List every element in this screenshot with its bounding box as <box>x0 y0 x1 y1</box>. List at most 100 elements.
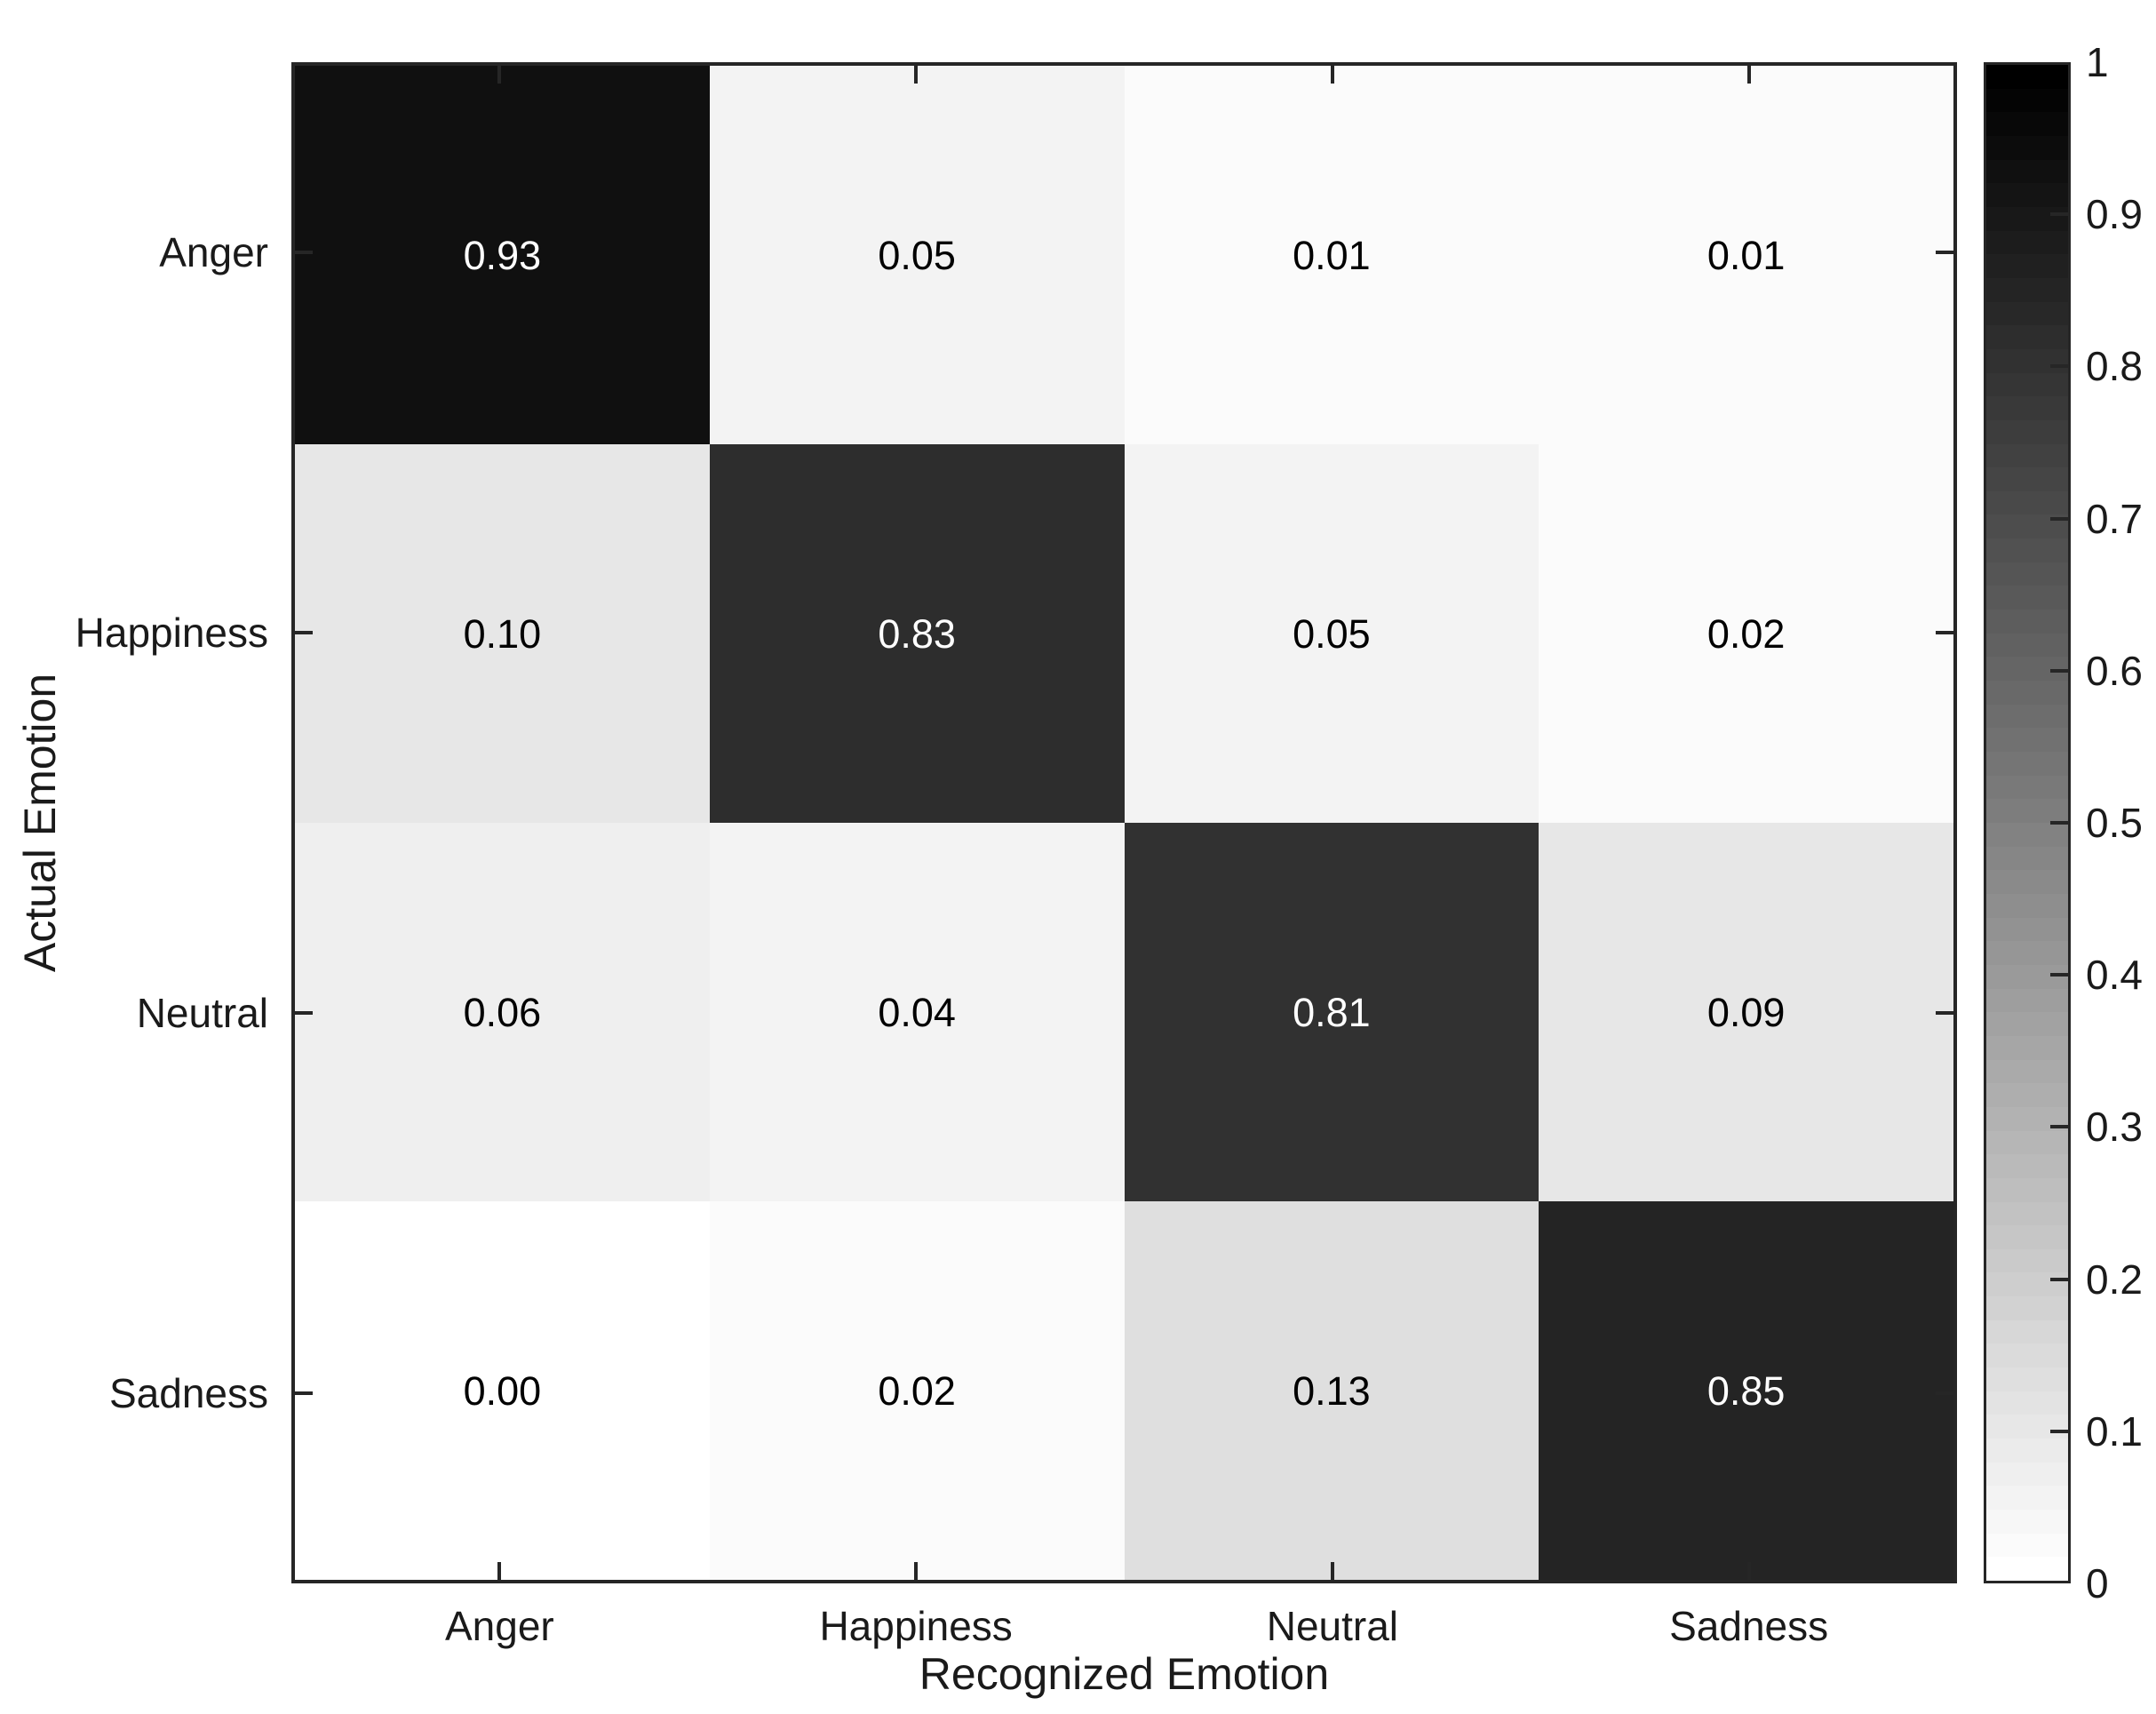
colorbar-step <box>1986 893 2068 918</box>
colorbar-step <box>1986 1225 2068 1249</box>
x-tick-label: Neutral <box>1266 1603 1399 1649</box>
cell-value: 0.93 <box>463 232 542 278</box>
colorbar-step <box>1986 88 2068 113</box>
heatmap-cell: 0.09 <box>1539 823 1953 1201</box>
colorbar-tick <box>2050 516 2068 521</box>
colorbar-step <box>1986 1367 2068 1391</box>
cell-value: 0.05 <box>1293 610 1371 657</box>
colorbar-tick-label: 0.7 <box>2086 495 2143 542</box>
heatmap-cell: 0.00 <box>295 1201 710 1580</box>
colorbar-step <box>1986 301 2068 326</box>
colorbar-step <box>1986 277 2068 302</box>
colorbar-step <box>1986 112 2068 136</box>
y-tick-label: Happiness <box>75 610 268 656</box>
colorbar-step <box>1986 348 2068 373</box>
heatmap-cell: 0.02 <box>709 1201 1125 1580</box>
colorbar-step <box>1986 1177 2068 1202</box>
cell-value: 0.01 <box>1707 232 1786 278</box>
heatmap-cell: 0.04 <box>709 823 1125 1201</box>
colorbar-step <box>1986 490 2068 515</box>
colorbar-tick-label: 0.4 <box>2086 952 2143 999</box>
colorbar-step <box>1986 443 2068 468</box>
heatmap-cell: 0.93 <box>295 66 710 444</box>
colorbar-step <box>1986 870 2068 894</box>
colorbar-step <box>1986 1248 2068 1273</box>
heatmap-cell: 0.01 <box>1539 66 1953 444</box>
axis-tick <box>295 1391 313 1395</box>
heatmap-cell: 0.81 <box>1124 823 1539 1201</box>
y-axis-title: Actual Emotion <box>15 673 65 973</box>
x-tick-label: Happiness <box>819 1603 1013 1649</box>
colorbar-step <box>1986 586 2068 610</box>
axis-tick <box>497 1562 502 1580</box>
colorbar-step <box>1986 1059 2068 1084</box>
colorbar-step <box>1986 681 2068 705</box>
colorbar-step <box>1986 325 2068 349</box>
colorbar-tick <box>2050 1125 2068 1129</box>
colorbar-step <box>1986 1415 2068 1439</box>
colorbar-step <box>1986 752 2068 776</box>
axis-tick <box>295 1011 313 1015</box>
colorbar <box>1984 62 2071 1583</box>
heatmap-cell: 0.01 <box>1124 66 1539 444</box>
cell-value: 0.13 <box>1293 1367 1371 1414</box>
heatmap-cell: 0.85 <box>1539 1201 1953 1580</box>
cell-value: 0.85 <box>1707 1367 1786 1414</box>
colorbar-step <box>1986 941 2068 965</box>
heatmap-cell: 0.83 <box>709 444 1125 823</box>
colorbar-step <box>1986 1296 2068 1320</box>
x-axis-title: Recognized Emotion <box>919 1649 1330 1699</box>
colorbar-step <box>1986 159 2068 184</box>
axis-tick <box>1936 251 1953 254</box>
axis-tick <box>914 66 919 84</box>
colorbar-tick <box>2050 212 2068 217</box>
colorbar-step <box>1986 1272 2068 1297</box>
axis-tick <box>1330 66 1334 84</box>
axis-tick <box>1746 66 1751 84</box>
colorbar-step <box>1986 183 2068 207</box>
colorbar-tick-label: 0.2 <box>2086 1256 2143 1303</box>
colorbar-tick-label: 0.5 <box>2086 800 2143 846</box>
colorbar-tick-label: 0.6 <box>2086 647 2143 694</box>
colorbar-step <box>1986 562 2068 586</box>
colorbar-step <box>1986 206 2068 231</box>
cell-value: 0.02 <box>1707 610 1786 657</box>
colorbar-tick-label: 0.3 <box>2086 1104 2143 1151</box>
colorbar-tick <box>2050 1277 2068 1281</box>
cell-value: 0.06 <box>463 989 542 1035</box>
cell-value: 0.01 <box>1293 232 1371 278</box>
axis-tick <box>1746 1562 1751 1580</box>
heatmap-plot: 0.93 0.05 0.01 0.01 0.10 0.83 0.05 0.02 0.06 0.04… <box>291 62 1957 1583</box>
colorbar-tick <box>2050 668 2068 673</box>
axis-tick <box>295 251 313 254</box>
colorbar-step <box>1986 135 2068 160</box>
heatmap-cell: 0.05 <box>709 66 1125 444</box>
colorbar-step <box>1986 1130 2068 1155</box>
colorbar-step <box>1986 728 2068 753</box>
colorbar-tick <box>2050 973 2068 977</box>
y-tick-label: Neutral <box>136 990 268 1036</box>
colorbar-step <box>1986 1533 2068 1558</box>
y-tick-label: Anger <box>159 229 268 275</box>
cell-value: 0.04 <box>878 989 956 1035</box>
colorbar-step <box>1986 610 2068 634</box>
colorbar-step <box>1986 396 2068 420</box>
colorbar-step <box>1986 65 2068 89</box>
colorbar-step <box>1986 1391 2068 1415</box>
colorbar-tick-label: 0 <box>2086 1560 2109 1606</box>
colorbar-tick <box>2050 1429 2068 1433</box>
axis-tick <box>295 631 313 634</box>
colorbar-step <box>1986 230 2068 255</box>
colorbar-step <box>1986 1083 2068 1107</box>
cell-value: 0.83 <box>878 610 956 657</box>
heatmap-cell: 0.02 <box>1539 444 1953 823</box>
axis-tick <box>914 1562 919 1580</box>
cell-value: 0.00 <box>463 1367 542 1414</box>
colorbar-step <box>1986 538 2068 562</box>
colorbar-step <box>1986 1319 2068 1344</box>
colorbar-step <box>1986 917 2068 942</box>
x-tick-label: Sadness <box>1669 1603 1829 1649</box>
axis-tick <box>1330 1562 1334 1580</box>
colorbar-step <box>1986 964 2068 989</box>
